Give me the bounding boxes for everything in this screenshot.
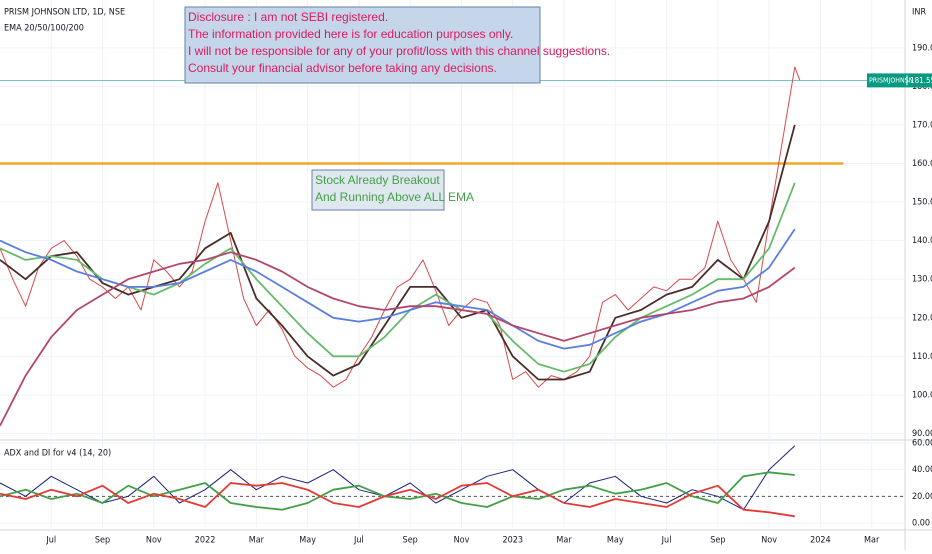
y-tick-label: 0.00 (912, 519, 930, 529)
series-line (0, 124, 796, 381)
series-line (0, 482, 795, 518)
x-tick-label: Jul (45, 536, 56, 546)
y-tick-label: 150.00 (912, 198, 932, 208)
x-tick-label: Mar (864, 536, 880, 546)
annotation-box (311, 169, 445, 211)
currency: INR (912, 8, 926, 18)
x-tick-label: Nov (146, 536, 162, 546)
x-tick-label: 2023 (502, 536, 523, 546)
x-tick-label: Mar (249, 536, 265, 546)
x-tick-label: May (299, 536, 316, 546)
price-tag-box (867, 73, 932, 88)
series-line (0, 66, 801, 388)
series-line (0, 445, 796, 511)
annotation-text: Stock Already Breakout (315, 173, 440, 187)
x-tick-label: May (607, 536, 624, 546)
symbol-title: PRISM JOHNSON LTD, 1D, NSE (4, 8, 125, 18)
y-tick-label: 60.00 (912, 439, 932, 449)
annotation-text: I will not be responsible for any of you… (188, 44, 610, 58)
price-tag-name: PRISMJOHNSN (869, 76, 914, 84)
x-tick-label: 2022 (195, 536, 216, 546)
y-tick-label: 160.00 (912, 159, 932, 169)
y-tick-label: 140.00 (912, 236, 932, 246)
annotation-text: Disclosure : I am not SEBI registered. (188, 10, 388, 24)
annotation-text: The information provided here is for edu… (188, 27, 513, 41)
annotation-text: Consult your financial advisor before ta… (188, 61, 497, 75)
x-tick-label: Mar (556, 536, 572, 546)
indicator-label: EMA 20/50/100/200 (4, 24, 84, 34)
y-tick-label: 100.00 (912, 390, 932, 400)
x-tick-label: Sep (403, 536, 418, 546)
adx-title: ADX and DI for v4 (14, 20) (4, 449, 111, 459)
y-tick-label: 40.00 (912, 465, 932, 475)
series-line (0, 471, 795, 511)
series-line (0, 251, 796, 427)
price-tag-value: 181.55 (910, 76, 932, 85)
x-tick-label: Jul (661, 536, 672, 546)
x-tick-label: Nov (761, 536, 777, 546)
y-tick-label: 190.00 (912, 43, 932, 53)
x-tick-label: Sep (710, 536, 725, 546)
x-tick-label: Nov (454, 536, 470, 546)
annotation-text: And Running Above ALL EMA (315, 190, 474, 204)
annotation-box (184, 6, 541, 84)
y-tick-label: 130.00 (912, 275, 932, 285)
y-tick-label: 120.00 (912, 313, 932, 323)
y-tick-label: 110.00 (912, 352, 932, 362)
marks (0, 66, 905, 518)
y-tick-label: 170.00 (912, 120, 932, 130)
x-tick-label: 2024 (810, 536, 831, 546)
x-tick-label: Jul (353, 536, 364, 546)
y-tick-label: 90.00 (912, 429, 932, 439)
series-line (0, 182, 796, 373)
y-tick-label: 20.00 (912, 492, 932, 502)
x-tick-label: Sep (95, 536, 110, 546)
